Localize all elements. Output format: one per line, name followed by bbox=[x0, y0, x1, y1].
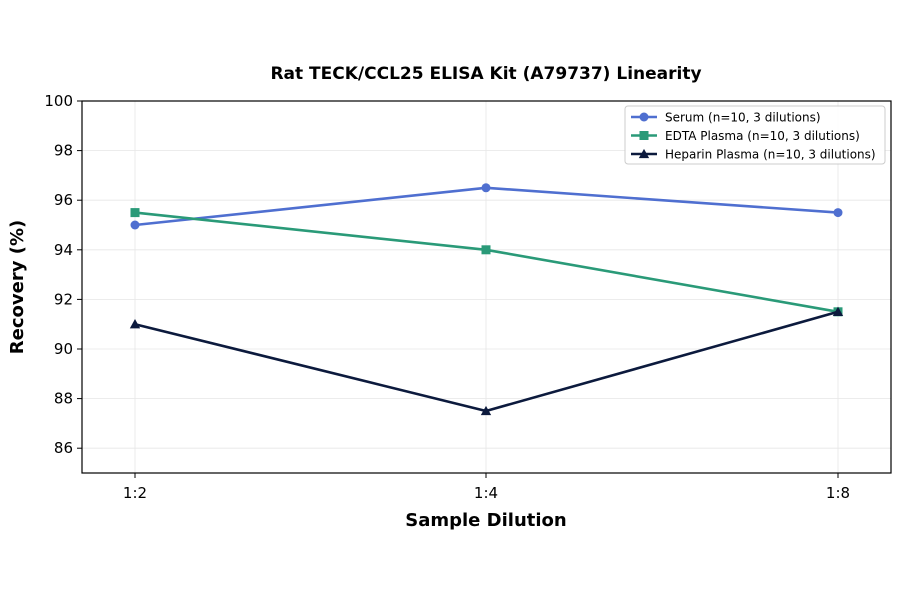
legend-item: EDTA Plasma (n=10, 3 dilutions) bbox=[631, 129, 860, 143]
x-axis-label: Sample Dilution bbox=[405, 510, 566, 531]
series-line bbox=[134, 310, 839, 413]
y-tick-label: 92 bbox=[54, 290, 73, 308]
data-point-circle bbox=[833, 208, 843, 218]
chart-title: Rat TECK/CCL25 ELISA Kit (A79737) Linear… bbox=[270, 64, 701, 84]
data-point-circle bbox=[130, 220, 140, 230]
x-tick-label: 1:4 bbox=[474, 484, 498, 502]
series-line bbox=[134, 211, 839, 314]
legend-box bbox=[624, 105, 886, 165]
legend-label: Heparin Plasma (n=10, 3 dilutions) bbox=[665, 148, 876, 162]
legend-marker-square bbox=[639, 131, 649, 140]
legend-marker-circle bbox=[639, 112, 649, 122]
y-axis-label: Recovery (%) bbox=[7, 220, 28, 354]
series-2 bbox=[130, 208, 843, 317]
series-3 bbox=[129, 306, 844, 416]
series-line bbox=[134, 186, 839, 227]
data-point-circle bbox=[481, 183, 491, 193]
legend: Serum (n=10, 3 dilutions) EDTA Plasma (n=… bbox=[624, 105, 886, 165]
y-tick-label: 88 bbox=[54, 390, 73, 408]
y-tick-label: 100 bbox=[44, 92, 73, 110]
legend-item: Serum (n=10, 3 dilutions) bbox=[631, 111, 821, 125]
data-point-triangle bbox=[832, 306, 844, 316]
legend-label: EDTA Plasma (n=10, 3 dilutions) bbox=[665, 129, 860, 143]
legend-item: Heparin Plasma (n=10, 3 dilutions) bbox=[631, 148, 876, 162]
data-point-square bbox=[481, 245, 491, 255]
series-layer bbox=[129, 183, 844, 416]
legend-marker-triangle bbox=[638, 148, 650, 159]
y-tick-label: 98 bbox=[54, 142, 73, 160]
y-tick-label: 96 bbox=[54, 191, 73, 209]
y-tick-label: 90 bbox=[54, 340, 73, 358]
x-tick-label: 1:2 bbox=[123, 484, 147, 502]
axis-ticks: 86 88 90 92 94 96 98 100 1:2 1:4 1:8 bbox=[44, 92, 850, 502]
data-point-triangle bbox=[129, 319, 141, 329]
y-tick-label: 86 bbox=[54, 439, 73, 457]
x-tick-label: 1:8 bbox=[826, 484, 850, 502]
data-point-triangle bbox=[480, 405, 492, 416]
legend-label: Serum (n=10, 3 dilutions) bbox=[665, 111, 821, 125]
y-tick-label: 94 bbox=[54, 241, 73, 259]
series-1 bbox=[130, 183, 843, 230]
data-point-square bbox=[130, 208, 140, 218]
